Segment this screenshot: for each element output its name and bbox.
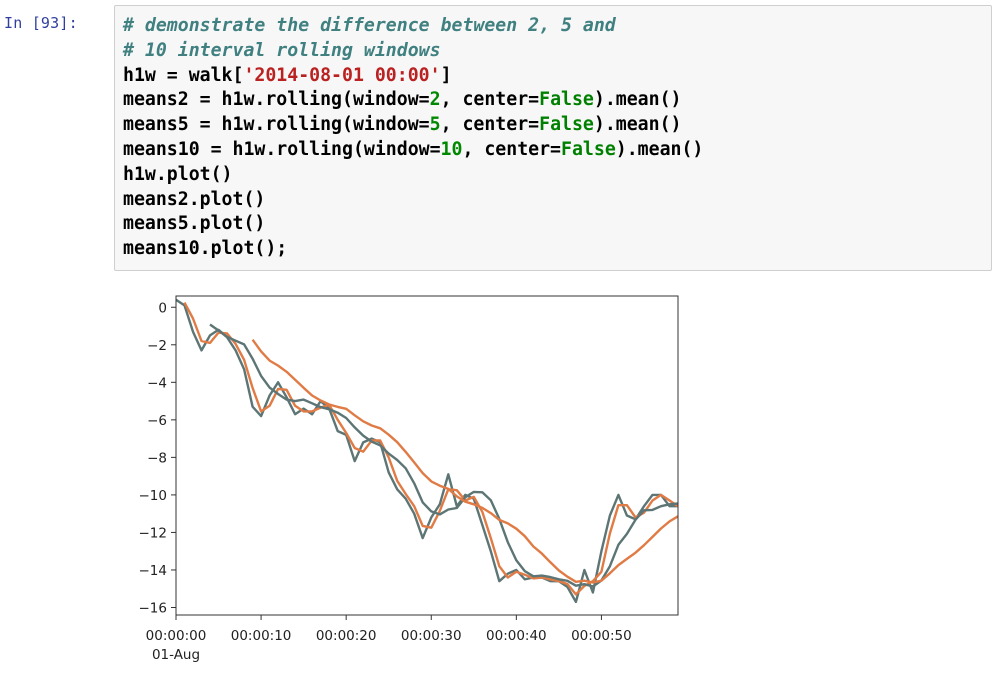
series-line-3 [251,338,679,584]
y-tick-label: −8 [147,450,167,466]
y-tick-label: −12 [139,525,168,541]
axes-frame [175,295,679,616]
output-area: 0 −2 −4 −6 −8 −10 −12 −14 −16 00:00:00 00:00:10 00… [114,280,714,673]
y-tick-label: −6 [147,413,167,429]
code-line: means5.plot() [123,212,703,237]
code-token: , center= [440,89,540,111]
code-line: means10.plot(); [123,237,703,262]
code-line: # demonstrate the difference between 2, … [123,14,703,39]
x-tick-label: 00:00:40 [486,628,547,644]
y-tick-label: −4 [147,375,167,391]
code-token: False [539,114,594,136]
code-line: h1w = walk['2014-08-01 00:00'] [123,64,703,89]
x-tick-sublabel: 01-Aug [152,647,200,663]
code-editor[interactable]: # demonstrate the difference between 2, … [123,14,703,262]
y-tick-label: −16 [139,600,168,616]
code-token: means5 = h1w.rolling(window= [123,114,430,136]
code-token: ).mean() [593,114,682,136]
input-prompt: In [93]: [4,14,78,32]
code-token: h1w.plot() [123,163,233,185]
y-tick-label: −14 [139,563,168,579]
y-tick-label: 0 [158,300,167,316]
code-token: # demonstrate the difference between 2, … [123,15,616,36]
code-token: # 10 interval rolling windows [123,39,441,61]
code-line: means5 = h1w.rolling(window=5, center=Fa… [123,113,703,138]
x-tick-label: 00:00:50 [571,628,632,644]
code-token: 5 [429,114,441,136]
code-line: means2.plot() [123,188,703,213]
line-chart: 0−2−4−6−8−10−12−14−16 00:00:00 00:00:10 00… [139,295,679,663]
code-token: ).mean() [615,138,704,160]
code-line: means10 = h1w.rolling(window=10, center=… [123,138,703,163]
code-line: h1w.plot() [123,163,703,188]
code-token: '2014-08-01 00:00' [243,64,441,86]
x-tick-label: 00:00:20 [316,628,377,644]
code-token: means5.plot() [123,213,266,235]
code-token: means10.plot(); [123,238,288,260]
code-token: ] [440,64,452,86]
code-line: means2 = h1w.rolling(window=2, center=Fa… [123,88,703,113]
x-tick-label: 00:00:00 [146,628,207,644]
code-token: , center= [462,138,562,160]
code-cell[interactable]: # demonstrate the difference between 2, … [114,5,992,271]
x-tick-label: 00:00:10 [231,628,292,644]
y-tick-label: −2 [147,338,167,354]
code-token: 10 [440,138,463,160]
code-token: h1w = walk[ [123,64,244,86]
x-tick-label: 00:00:30 [401,628,462,644]
code-token: ).mean() [593,89,682,111]
series-lines [175,298,679,604]
code-token: means2.plot() [123,188,266,210]
code-token: , center= [440,114,540,136]
code-token: means10 = h1w.rolling(window= [123,138,441,160]
x-axis: 00:00:00 00:00:10 00:00:20 00:00:30 00:00:40… [146,615,632,663]
code-line: # 10 interval rolling windows [123,39,703,64]
code-token: 2 [429,89,441,111]
y-axis: 0 −2 −4 −6 −8 −10 −12 −14 −16 [139,300,176,616]
code-token: means2 = h1w.rolling(window= [123,89,430,111]
series-line-1 [183,302,679,596]
code-token: False [561,138,616,160]
y-tick-label: −10 [139,488,168,504]
code-token: False [539,89,594,111]
